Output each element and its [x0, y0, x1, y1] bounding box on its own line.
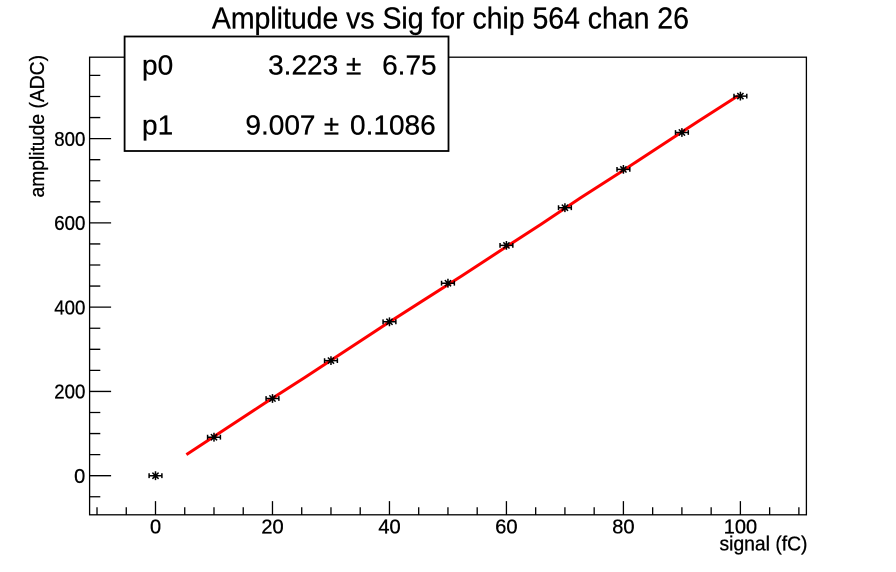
svg-text:0.1086: 0.1086: [350, 110, 436, 141]
svg-text:60: 60: [495, 516, 517, 538]
svg-text:100: 100: [724, 516, 757, 538]
svg-text:±: ±: [346, 50, 361, 81]
svg-text:6.75: 6.75: [382, 50, 437, 81]
svg-text:9.007: 9.007: [245, 110, 315, 141]
svg-text:0: 0: [74, 466, 85, 488]
svg-text:3.223: 3.223: [268, 50, 338, 81]
svg-text:Amplitude vs Sig for chip 564: Amplitude vs Sig for chip 564 chan 26: [212, 1, 689, 36]
svg-text:p0: p0: [142, 50, 173, 81]
svg-text:0: 0: [150, 516, 161, 538]
svg-text:signal (fC): signal (fC): [720, 534, 808, 556]
svg-text:800: 800: [54, 129, 85, 151]
svg-text:±: ±: [324, 110, 339, 141]
svg-text:200: 200: [54, 382, 85, 404]
svg-text:600: 600: [54, 213, 85, 235]
svg-text:p1: p1: [142, 110, 173, 141]
svg-text:amplitude (ADC): amplitude (ADC): [27, 55, 49, 198]
svg-text:20: 20: [261, 516, 283, 538]
svg-text:40: 40: [378, 516, 400, 538]
svg-text:80: 80: [612, 516, 634, 538]
svg-text:400: 400: [54, 298, 85, 320]
